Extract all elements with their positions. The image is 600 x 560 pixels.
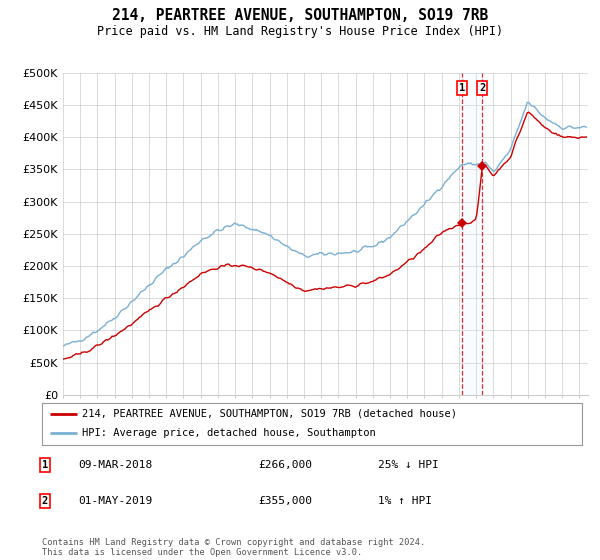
Text: £355,000: £355,000 xyxy=(258,496,312,506)
Text: 25% ↓ HPI: 25% ↓ HPI xyxy=(378,460,439,470)
Text: 1% ↑ HPI: 1% ↑ HPI xyxy=(378,496,432,506)
Text: Contains HM Land Registry data © Crown copyright and database right 2024.
This d: Contains HM Land Registry data © Crown c… xyxy=(42,538,425,557)
Text: 1: 1 xyxy=(42,460,48,470)
Text: HPI: Average price, detached house, Southampton: HPI: Average price, detached house, Sout… xyxy=(83,428,376,438)
Text: 214, PEARTREE AVENUE, SOUTHAMPTON, SO19 7RB: 214, PEARTREE AVENUE, SOUTHAMPTON, SO19 … xyxy=(112,8,488,24)
Text: 09-MAR-2018: 09-MAR-2018 xyxy=(78,460,152,470)
Text: 2: 2 xyxy=(42,496,48,506)
Bar xyxy=(462,73,482,395)
Text: 01-MAY-2019: 01-MAY-2019 xyxy=(78,496,152,506)
Text: 2: 2 xyxy=(479,83,485,94)
Text: 214, PEARTREE AVENUE, SOUTHAMPTON, SO19 7RB (detached house): 214, PEARTREE AVENUE, SOUTHAMPTON, SO19 … xyxy=(83,409,458,419)
Text: 1: 1 xyxy=(459,83,465,94)
Text: Price paid vs. HM Land Registry's House Price Index (HPI): Price paid vs. HM Land Registry's House … xyxy=(97,25,503,38)
Text: £266,000: £266,000 xyxy=(258,460,312,470)
